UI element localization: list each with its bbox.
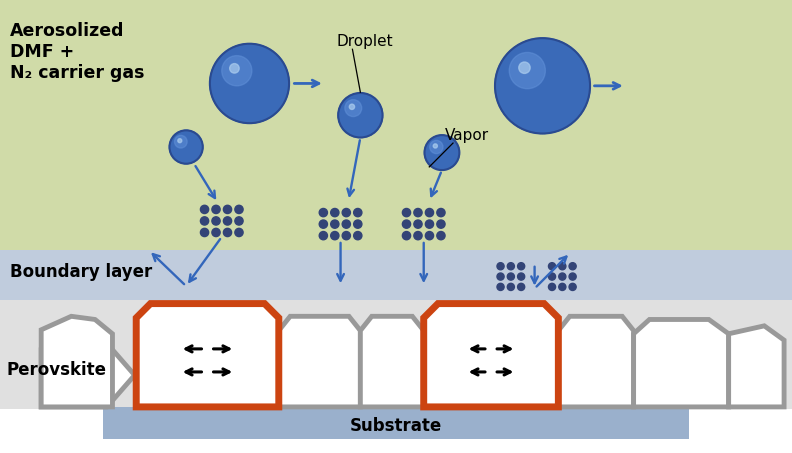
Circle shape <box>178 139 182 143</box>
Circle shape <box>319 220 327 228</box>
Polygon shape <box>41 343 135 407</box>
Circle shape <box>349 104 355 110</box>
Circle shape <box>235 217 243 225</box>
Circle shape <box>230 63 239 73</box>
Circle shape <box>345 100 362 116</box>
Circle shape <box>223 217 231 225</box>
Circle shape <box>518 273 525 280</box>
Circle shape <box>508 283 515 290</box>
Circle shape <box>569 273 577 280</box>
Circle shape <box>549 273 556 280</box>
Circle shape <box>433 144 437 148</box>
Circle shape <box>437 220 445 228</box>
Circle shape <box>425 208 433 217</box>
Circle shape <box>354 231 362 240</box>
Circle shape <box>223 205 231 213</box>
Text: Substrate: Substrate <box>350 417 442 434</box>
Polygon shape <box>41 316 112 407</box>
Circle shape <box>402 231 410 240</box>
Circle shape <box>354 220 362 228</box>
Polygon shape <box>558 316 634 407</box>
Circle shape <box>519 62 530 73</box>
Polygon shape <box>279 316 360 407</box>
Circle shape <box>518 263 525 270</box>
Circle shape <box>200 205 208 213</box>
Circle shape <box>342 231 350 240</box>
FancyBboxPatch shape <box>0 251 792 300</box>
Circle shape <box>200 228 208 236</box>
Circle shape <box>549 263 556 270</box>
Circle shape <box>497 273 505 280</box>
Circle shape <box>508 273 515 280</box>
Circle shape <box>319 231 327 240</box>
Circle shape <box>331 208 339 217</box>
Circle shape <box>495 38 590 134</box>
Circle shape <box>222 56 252 86</box>
Circle shape <box>508 263 515 270</box>
Circle shape <box>414 208 422 217</box>
Text: Droplet: Droplet <box>337 34 393 49</box>
Circle shape <box>200 217 208 225</box>
Circle shape <box>212 205 220 213</box>
FancyBboxPatch shape <box>0 300 792 410</box>
Circle shape <box>425 231 433 240</box>
Circle shape <box>319 208 327 217</box>
Circle shape <box>569 263 577 270</box>
Circle shape <box>437 231 445 240</box>
Circle shape <box>354 208 362 217</box>
Circle shape <box>342 220 350 228</box>
Circle shape <box>559 283 565 290</box>
Polygon shape <box>136 304 279 407</box>
Circle shape <box>402 220 410 228</box>
Circle shape <box>235 228 243 236</box>
Circle shape <box>402 208 410 217</box>
Circle shape <box>497 283 505 290</box>
Circle shape <box>518 283 525 290</box>
Circle shape <box>169 130 203 164</box>
Text: Aerosolized
DMF +
N₂ carrier gas: Aerosolized DMF + N₂ carrier gas <box>10 22 144 82</box>
Circle shape <box>212 228 220 236</box>
Polygon shape <box>634 319 729 407</box>
Circle shape <box>331 220 339 228</box>
Polygon shape <box>360 316 424 407</box>
Polygon shape <box>424 304 558 407</box>
Circle shape <box>414 220 422 228</box>
Circle shape <box>235 205 243 213</box>
Circle shape <box>174 135 187 148</box>
Text: Vapor: Vapor <box>445 128 489 143</box>
Circle shape <box>425 135 459 170</box>
FancyBboxPatch shape <box>0 0 792 251</box>
Circle shape <box>223 228 231 236</box>
Text: Perovskite: Perovskite <box>6 361 106 379</box>
Circle shape <box>559 273 565 280</box>
Circle shape <box>425 220 433 228</box>
FancyBboxPatch shape <box>103 407 689 439</box>
Circle shape <box>212 217 220 225</box>
Circle shape <box>331 231 339 240</box>
Circle shape <box>569 283 577 290</box>
Polygon shape <box>729 326 784 407</box>
Circle shape <box>549 283 556 290</box>
Circle shape <box>338 93 383 138</box>
Circle shape <box>509 53 546 89</box>
Circle shape <box>497 263 505 270</box>
Circle shape <box>210 43 289 123</box>
Circle shape <box>559 263 565 270</box>
Circle shape <box>430 140 443 154</box>
Circle shape <box>437 208 445 217</box>
Circle shape <box>342 208 350 217</box>
Text: Boundary layer: Boundary layer <box>10 263 152 281</box>
Circle shape <box>414 231 422 240</box>
